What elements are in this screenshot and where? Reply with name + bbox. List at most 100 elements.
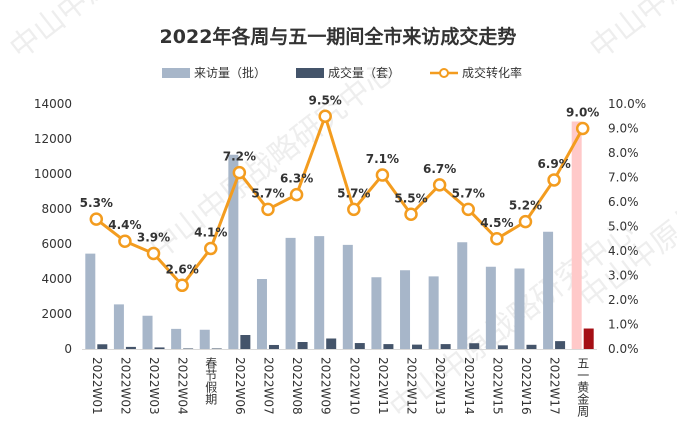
x-tick-label: 2022W13 — [433, 357, 447, 415]
bar-deals — [326, 338, 337, 349]
y-tick-label: 8000 — [41, 202, 72, 216]
y-tick-label: 14000 — [34, 97, 72, 111]
bar-visits — [400, 270, 411, 349]
rate-label: 4.4% — [108, 218, 141, 232]
x-tick-label: 2022W02 — [118, 357, 132, 415]
rate-label: 9.0% — [566, 106, 599, 120]
rate-point — [404, 207, 418, 221]
y2-tick-label: 0.0% — [608, 342, 639, 356]
y2-tick-label: 8.0% — [608, 146, 639, 160]
rate-label: 7.2% — [223, 150, 256, 164]
watermark-text: 中山中原战略研究中心 — [583, 0, 677, 66]
rate-point — [518, 214, 533, 229]
bar-visits — [228, 154, 239, 349]
bar-deals — [412, 344, 423, 349]
bar-visits — [113, 304, 124, 349]
bar-deals — [583, 328, 594, 349]
rate-point — [432, 178, 447, 192]
legend-label-rate: 成交转化率 — [462, 65, 522, 80]
rate-label: 4.5% — [480, 216, 513, 230]
x-tick-label: 2022W17 — [548, 357, 562, 415]
legend-label-visits: 来访量（批） — [194, 65, 266, 80]
bar-deals — [154, 347, 165, 349]
x-tick-label: 2022W09 — [319, 357, 333, 415]
rate-label: 5.2% — [509, 199, 542, 213]
rate-label: 2.6% — [165, 262, 198, 276]
watermark-text: 中山中原战略研究中心 — [573, 104, 677, 316]
x-tick-label: 2022W04 — [176, 357, 190, 415]
rate-label: 6.7% — [423, 162, 456, 176]
legend-swatch-deals — [296, 68, 324, 78]
x-tick-label: 2022W06 — [233, 357, 247, 415]
y2-tick-label: 5.0% — [608, 220, 639, 234]
bar-visits — [485, 266, 496, 349]
rate-point — [547, 173, 561, 187]
left-axis: 0 2000 4000 6000 8000 10000 12000 14000 — [34, 97, 72, 356]
x-tick-label: 五一黄金周 — [576, 357, 590, 418]
x-axis: 2022W01 2022W02 2022W03 2022W04 春节假期 2022W06 2… — [82, 349, 597, 418]
bar-deals — [354, 343, 365, 349]
x-tick-label: 2022W14 — [462, 357, 476, 415]
x-tick-label: 2022W01 — [90, 357, 104, 415]
x-tick-label: 2022W15 — [490, 357, 504, 415]
bar-visits — [199, 329, 210, 349]
bar-deals — [183, 348, 194, 349]
rate-point — [461, 202, 475, 217]
rate-label: 3.9% — [137, 230, 170, 244]
bar-deals — [297, 342, 308, 349]
bar-deals — [383, 344, 394, 349]
bar-visits — [571, 121, 582, 349]
bars — [85, 121, 594, 349]
bar-visits — [371, 277, 382, 349]
rate-point — [347, 202, 361, 217]
rate-label: 9.5% — [309, 93, 342, 107]
bar-deals — [240, 335, 251, 349]
bar-deals — [526, 344, 537, 349]
bar-deals — [440, 344, 451, 349]
rate-point — [261, 202, 275, 217]
bar-visits — [342, 244, 353, 349]
watermark-text: 中山中原战略研究中心 — [383, 214, 641, 426]
rate-label: 6.3% — [280, 172, 313, 186]
right-axis: 0.0% 1.0% 2.0% 3.0% 4.0% 5.0% 6.0% 7.0% 8.0% 9.0%… — [608, 97, 646, 356]
bar-deals — [125, 346, 136, 349]
x-tick-label: 2022W11 — [376, 357, 390, 415]
bar-visits — [85, 253, 96, 349]
y2-tick-label: 9.0% — [608, 122, 639, 136]
bar-visits — [543, 231, 554, 349]
y-tick-label: 6000 — [41, 237, 72, 251]
bar-deals — [211, 348, 222, 349]
bar-visits — [256, 279, 267, 349]
legend-label-deals: 成交量（套） — [328, 65, 400, 80]
x-tick-label: 2022W12 — [405, 357, 419, 415]
y2-tick-label: 2.0% — [608, 293, 639, 307]
x-tick-label: 2022W07 — [261, 357, 275, 415]
rate-label: 5.5% — [394, 191, 427, 205]
bar-deals — [497, 345, 508, 349]
bar-visits — [514, 268, 525, 349]
rate-label: 5.3% — [80, 196, 113, 210]
rate-point — [118, 234, 132, 248]
bar-visits — [285, 237, 296, 349]
legend-marker-rate — [439, 68, 449, 78]
chart-title: 2022年各周与五一期间全市来访成交走势 — [160, 25, 517, 48]
bar-visits — [171, 328, 182, 349]
rate-point — [204, 241, 218, 256]
bar-deals — [268, 344, 279, 349]
rate-label: 4.1% — [194, 226, 227, 240]
rate-point — [146, 246, 161, 261]
rate-point — [318, 109, 332, 123]
bar-visits — [142, 315, 153, 349]
rate-point — [232, 165, 247, 180]
legend: 来访量（批） 成交量（套） 成交转化率 — [162, 65, 522, 80]
y2-tick-label: 3.0% — [608, 269, 639, 283]
y-tick-label: 2000 — [41, 307, 72, 321]
y2-tick-label: 1.0% — [608, 318, 639, 332]
y-tick-label: 12000 — [34, 132, 72, 146]
rate-point — [289, 187, 304, 202]
rate-label: 5.7% — [337, 186, 370, 200]
rate-line-layer: 5.3%4.4%3.9%2.6%4.1%7.2%5.7%6.3%9.5%5.7%… — [80, 93, 599, 293]
bar-deals — [97, 344, 108, 349]
x-tick-label: 2022W16 — [519, 357, 533, 415]
rate-label: 7.1% — [366, 152, 399, 166]
